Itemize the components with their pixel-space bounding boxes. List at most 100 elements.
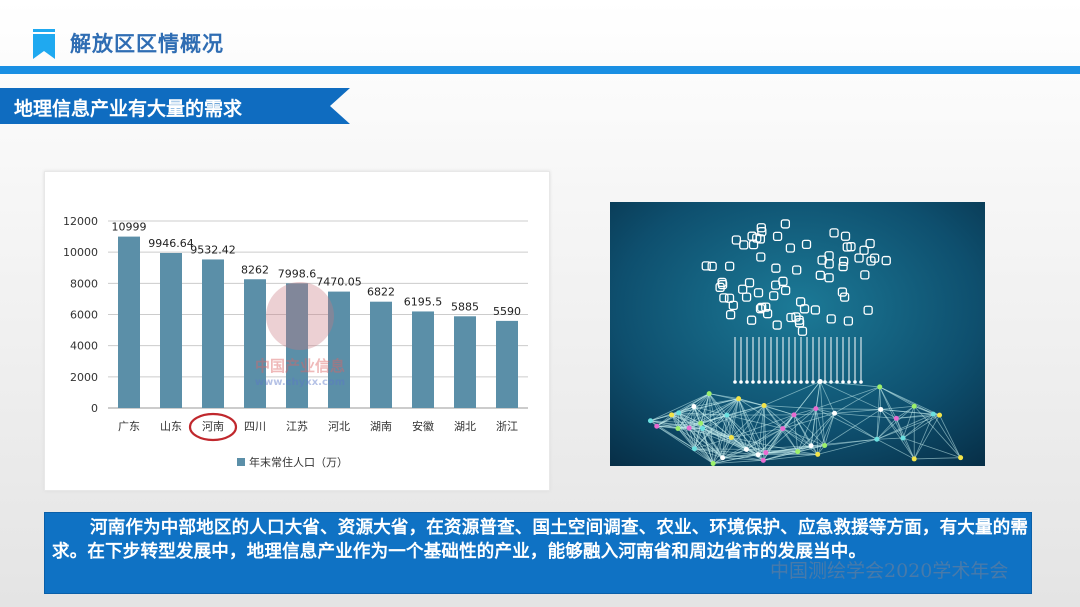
- connector-node: [757, 380, 761, 384]
- bar-山东: [160, 253, 182, 408]
- data-label: 5885: [451, 300, 479, 313]
- watermark-logo: [266, 282, 334, 350]
- network-node: [912, 456, 917, 461]
- network-node: [729, 435, 734, 440]
- network-node: [818, 379, 823, 384]
- network-node: [809, 443, 814, 448]
- population-bar-chart: 020004000600080001000012000 10999广东9946.6…: [44, 171, 548, 489]
- network-node: [700, 426, 705, 431]
- x-tick-label: 山东: [160, 420, 182, 433]
- network-node: [815, 452, 820, 457]
- network-node: [901, 436, 906, 441]
- data-label: 7998.6: [278, 267, 317, 280]
- bar-安徽: [412, 311, 434, 408]
- y-tick-label: 0: [91, 402, 98, 415]
- network-node: [877, 384, 882, 389]
- x-tick-label: 安徽: [412, 419, 434, 433]
- chart-watermark-url: www.chyxx.com: [255, 377, 345, 388]
- network-node: [894, 416, 899, 421]
- y-tick-label: 10000: [63, 246, 98, 259]
- page-title: 解放区区情概况: [70, 28, 224, 58]
- x-tick-label: 河北: [328, 420, 350, 433]
- network-node: [724, 413, 729, 418]
- bookmark-icon: [33, 29, 55, 59]
- network-node: [763, 450, 768, 455]
- section-title: 地理信息产业有大量的需求: [14, 94, 242, 121]
- x-tick-label: 湖北: [454, 420, 476, 433]
- x-tick-label: 广东: [118, 420, 140, 433]
- connector-node: [805, 380, 809, 384]
- network-node: [822, 443, 827, 448]
- network-node: [762, 403, 767, 408]
- x-tick-label: 江苏: [286, 420, 308, 433]
- data-label: 5590: [493, 305, 521, 318]
- bar-浙江: [496, 321, 518, 408]
- connector-node: [853, 380, 857, 384]
- network-node: [937, 413, 942, 418]
- network-node: [874, 437, 879, 442]
- network-node: [832, 411, 837, 416]
- network-node: [720, 455, 725, 460]
- network-node: [878, 407, 883, 412]
- bar-河南: [202, 259, 224, 408]
- network-node: [654, 424, 659, 429]
- bar-广东: [118, 237, 140, 408]
- bar-湖南: [370, 302, 392, 408]
- bar-四川: [244, 279, 266, 408]
- network-node: [692, 446, 697, 451]
- y-tick-label: 8000: [70, 277, 98, 290]
- network-node: [707, 391, 712, 396]
- network-node: [912, 404, 917, 409]
- network-node: [958, 455, 963, 460]
- y-tick-label: 12000: [63, 215, 98, 228]
- connector-node: [859, 380, 863, 384]
- header-divider: [0, 66, 1080, 74]
- data-label: 8262: [241, 263, 269, 276]
- network-node: [648, 418, 653, 423]
- x-tick-label: 湖南: [370, 420, 392, 433]
- data-label: 7470.05: [316, 276, 362, 289]
- data-label: 6822: [367, 286, 395, 299]
- conference-watermark: 中国测绘学会2020学术年会: [770, 556, 1008, 583]
- network-node: [675, 426, 680, 431]
- connector-node: [787, 380, 791, 384]
- network-node: [761, 458, 766, 463]
- y-tick-label: 4000: [70, 340, 98, 353]
- network-node: [691, 404, 696, 409]
- connector-node: [799, 380, 803, 384]
- network-node: [676, 410, 681, 415]
- network-node: [756, 452, 761, 457]
- network-node: [698, 421, 703, 426]
- network-node: [687, 426, 692, 431]
- y-tick-label: 6000: [70, 309, 98, 322]
- legend-label: 年末常住人口（万）: [249, 455, 348, 469]
- chart-watermark: 中国产业信息: [255, 357, 345, 375]
- data-label: 9532.42: [190, 243, 236, 256]
- data-label: 10999: [112, 221, 147, 234]
- network-node: [780, 426, 785, 431]
- x-tick-label: 浙江: [496, 420, 518, 433]
- x-tick-label: 四川: [244, 420, 266, 433]
- legend-swatch: [237, 458, 245, 466]
- network-node: [791, 412, 796, 417]
- connector-node: [847, 380, 851, 384]
- network-node: [795, 449, 800, 454]
- connector-node: [763, 380, 767, 384]
- network-node: [711, 461, 716, 466]
- connector-node: [769, 380, 773, 384]
- connector-node: [751, 380, 755, 384]
- connector-node: [745, 380, 749, 384]
- iot-cloud-network-image: [610, 202, 985, 466]
- data-label: 6195.5: [404, 295, 443, 308]
- bar-湖北: [454, 316, 476, 408]
- network-node: [736, 396, 741, 401]
- network-node: [669, 412, 674, 417]
- y-tick-label: 2000: [70, 371, 98, 384]
- network-node: [813, 406, 818, 411]
- connector-node: [739, 380, 743, 384]
- connector-node: [733, 380, 737, 384]
- connector-node: [775, 380, 779, 384]
- connector-node: [793, 380, 797, 384]
- x-tick-label: 河南: [202, 420, 224, 433]
- connector-node: [781, 380, 785, 384]
